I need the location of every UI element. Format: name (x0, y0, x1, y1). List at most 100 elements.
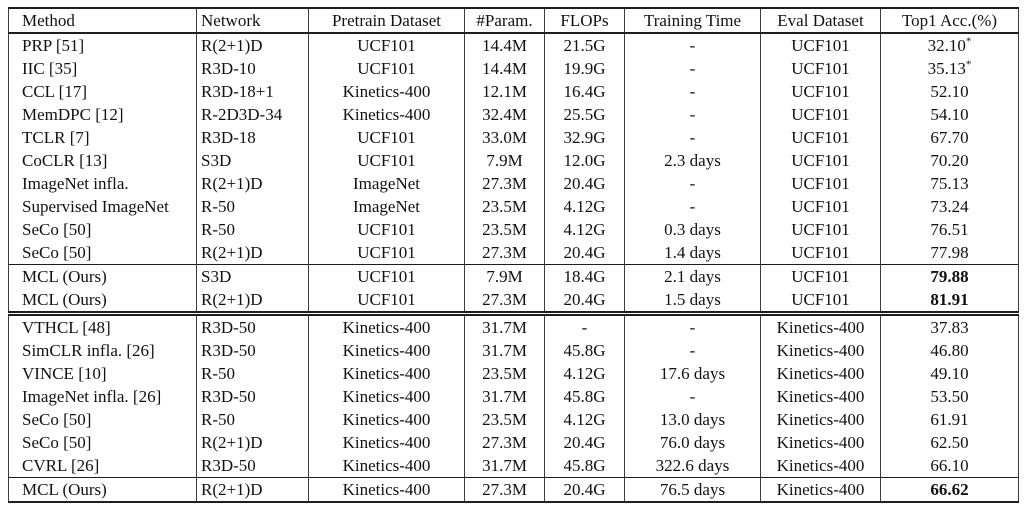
cell-eval: UCF101 (760, 264, 881, 288)
cell-top1: 81.91 (880, 288, 1019, 314)
table-row: VINCE [10] R-50 Kinetics-400 23.5M 4.12G 17.6… (8, 362, 1019, 385)
cell-network: R(2+1)D (196, 172, 309, 195)
cell-network: R3D-50 (196, 454, 309, 478)
top1-value: 53.50 (930, 386, 969, 406)
cell-pretrain: UCF101 (308, 218, 465, 241)
column-header-top1: Top1 Acc.(%) (880, 7, 1019, 34)
cell-method: SeCo [50] (8, 241, 197, 265)
cell-params: 7.9M (464, 149, 545, 172)
cell-network: R(2+1)D (196, 241, 309, 265)
cell-network: R-2D3D-34 (196, 103, 309, 126)
cell-method: MCL (Ours) (8, 264, 197, 288)
column-header-params: #Param. (464, 7, 545, 34)
top1-value: 70.20 (930, 150, 969, 170)
column-header-network: Network (196, 7, 309, 34)
cell-network: S3D (196, 264, 309, 288)
cell-top1: 62.50 (880, 431, 1019, 454)
table-row: SimCLR infla. [26] R3D-50 Kinetics-400 31.7… (8, 339, 1019, 362)
cell-top1: 53.50 (880, 385, 1019, 408)
cell-eval: UCF101 (760, 172, 881, 195)
cell-network: R-50 (196, 218, 309, 241)
cell-eval: UCF101 (760, 195, 881, 218)
cell-eval: Kinetics-400 (760, 311, 881, 339)
top1-value: 77.98 (930, 242, 969, 262)
cell-eval: Kinetics-400 (760, 431, 881, 454)
cell-pretrain: Kinetics-400 (308, 80, 465, 103)
cell-method: SeCo [50] (8, 218, 197, 241)
cell-params: 23.5M (464, 408, 545, 431)
table-row: CoCLR [13] S3D UCF101 7.9M 12.0G 2.3 days UCF1… (8, 149, 1019, 172)
cell-pretrain: Kinetics-400 (308, 362, 465, 385)
table-body: PRP [51] R(2+1)D UCF101 14.4M 21.5G - UCF101 32… (8, 33, 1019, 503)
top1-value: 79.88 (930, 266, 969, 286)
cell-pretrain: Kinetics-400 (308, 311, 465, 339)
table-row: SeCo [50] R(2+1)D Kinetics-400 27.3M 20.4G 76… (8, 431, 1019, 454)
cell-flops: 45.8G (544, 385, 625, 408)
cell-method: CCL [17] (8, 80, 197, 103)
table-row: CCL [17] R3D-18+1 Kinetics-400 12.1M 16.4G - U… (8, 80, 1019, 103)
cell-pretrain: UCF101 (308, 264, 465, 288)
cell-network: R-50 (196, 195, 309, 218)
table-row: TCLR [7] R3D-18 UCF101 33.0M 32.9G - UCF101 67.… (8, 126, 1019, 149)
cell-eval: UCF101 (760, 103, 881, 126)
cell-top1: 54.10 (880, 103, 1019, 126)
cell-pretrain: UCF101 (308, 126, 465, 149)
top1-value: 54.10 (930, 104, 969, 124)
top1-value: 62.50 (930, 432, 969, 452)
table-row: MCL (Ours) R(2+1)D Kinetics-400 27.3M 20.4G 7… (8, 477, 1019, 503)
cell-time: 13.0 days (624, 408, 761, 431)
cell-params: 32.4M (464, 103, 545, 126)
cell-flops: 25.5G (544, 103, 625, 126)
cell-top1: 66.62 (880, 477, 1019, 503)
cell-method: VTHCL [48] (8, 311, 197, 339)
table-row: MCL (Ours) R(2+1)D UCF101 27.3M 20.4G 1.5 day… (8, 288, 1019, 314)
cell-method: ImageNet infla. (8, 172, 197, 195)
cell-params: 12.1M (464, 80, 545, 103)
cell-time: 2.3 days (624, 149, 761, 172)
cell-time: - (624, 172, 761, 195)
cell-flops: 32.9G (544, 126, 625, 149)
cell-flops: 18.4G (544, 264, 625, 288)
top1-value: 76.51 (930, 219, 969, 239)
cell-flops: 20.4G (544, 172, 625, 195)
cell-time: 76.5 days (624, 477, 761, 503)
cell-method: TCLR [7] (8, 126, 197, 149)
cell-flops: 20.4G (544, 477, 625, 503)
cell-params: 27.3M (464, 477, 545, 503)
cell-top1: 70.20 (880, 149, 1019, 172)
column-header-pretrain: Pretrain Dataset (308, 7, 465, 34)
column-header-time: Training Time (624, 7, 761, 34)
cell-pretrain: UCF101 (308, 149, 465, 172)
cell-top1: 73.24 (880, 195, 1019, 218)
cell-time: - (624, 195, 761, 218)
cell-time: 76.0 days (624, 431, 761, 454)
cell-network: R-50 (196, 362, 309, 385)
cell-method: VINCE [10] (8, 362, 197, 385)
table-row: SeCo [50] R-50 UCF101 23.5M 4.12G 0.3 days UCF… (8, 218, 1019, 241)
cell-pretrain: Kinetics-400 (308, 431, 465, 454)
cell-time: 322.6 days (624, 454, 761, 478)
cell-eval: UCF101 (760, 149, 881, 172)
cell-method: CoCLR [13] (8, 149, 197, 172)
cell-eval: Kinetics-400 (760, 385, 881, 408)
cell-pretrain: UCF101 (308, 241, 465, 265)
cell-eval: UCF101 (760, 57, 881, 80)
cell-top1: 79.88 (880, 264, 1019, 288)
top1-value: 73.24 (930, 196, 969, 216)
cell-method: Supervised ImageNet (8, 195, 197, 218)
cell-params: 14.4M (464, 57, 545, 80)
cell-pretrain: Kinetics-400 (308, 477, 465, 503)
cell-params: 23.5M (464, 362, 545, 385)
cell-params: 33.0M (464, 126, 545, 149)
cell-pretrain: UCF101 (308, 288, 465, 314)
cell-time: 1.5 days (624, 288, 761, 314)
cell-flops: 20.4G (544, 241, 625, 265)
cell-time: - (624, 385, 761, 408)
asterisk-marker: * (965, 34, 972, 47)
cell-pretrain: Kinetics-400 (308, 385, 465, 408)
table-row: Supervised ImageNet R-50 ImageNet 23.5M 4.12… (8, 195, 1019, 218)
cell-top1: 66.10 (880, 454, 1019, 478)
cell-eval: Kinetics-400 (760, 477, 881, 503)
cell-flops: 21.5G (544, 33, 625, 57)
cell-params: 23.5M (464, 218, 545, 241)
